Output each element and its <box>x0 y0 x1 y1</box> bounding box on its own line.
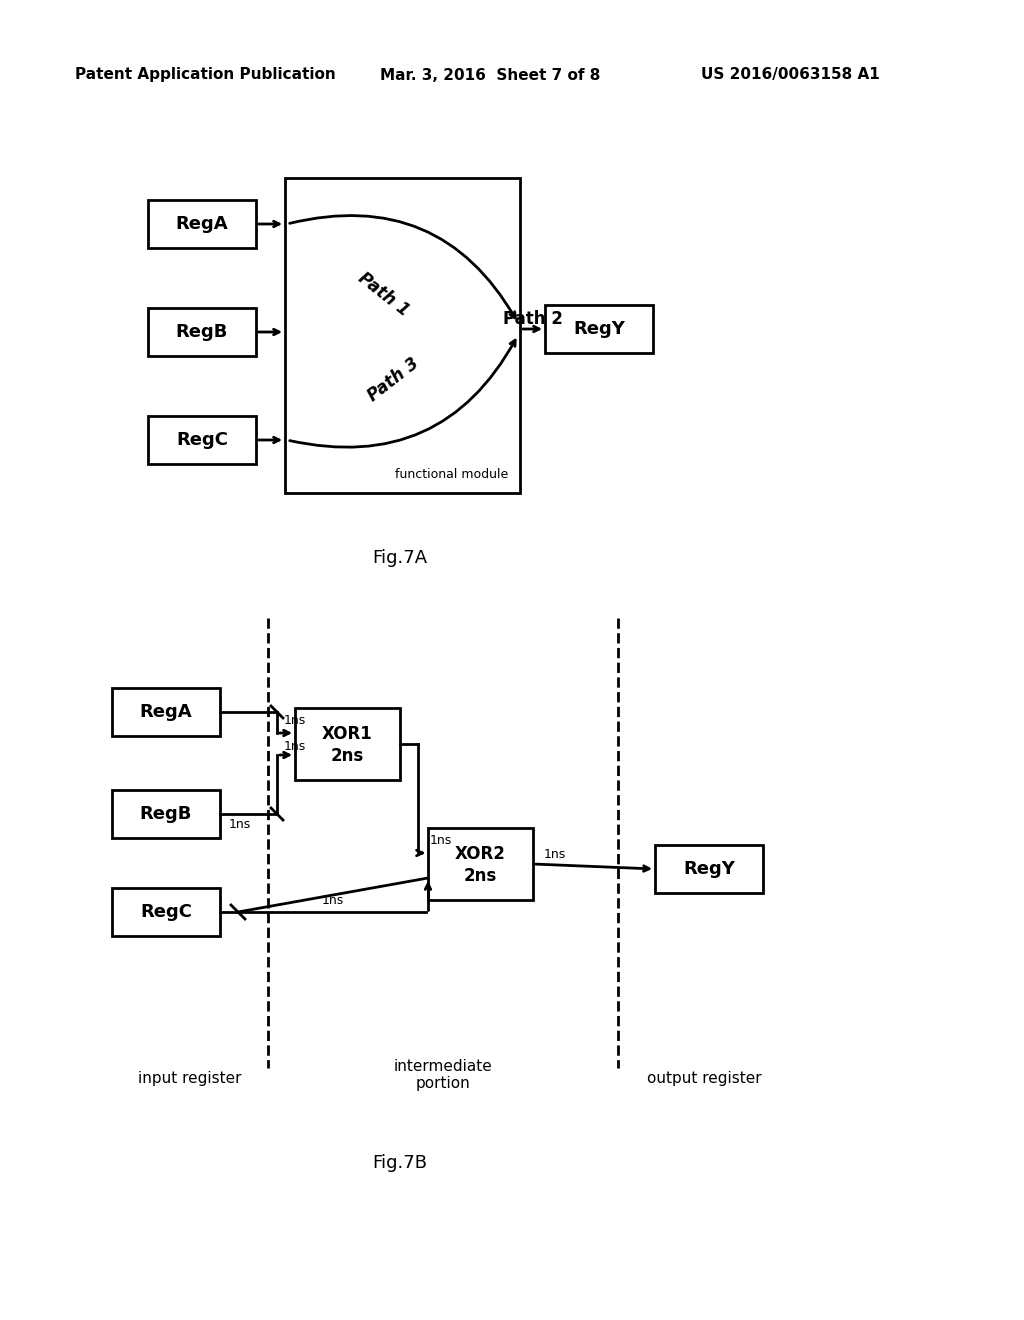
Text: RegB: RegB <box>176 323 228 341</box>
Text: Mar. 3, 2016  Sheet 7 of 8: Mar. 3, 2016 Sheet 7 of 8 <box>380 67 600 82</box>
Text: 2ns: 2ns <box>464 867 497 884</box>
Text: XOR1: XOR1 <box>323 725 373 743</box>
Text: RegA: RegA <box>176 215 228 234</box>
Text: 2ns: 2ns <box>331 747 365 766</box>
Text: input register: input register <box>138 1071 242 1085</box>
Bar <box>112 688 220 737</box>
Text: Path 2: Path 2 <box>503 310 562 327</box>
Bar <box>428 828 534 900</box>
Text: 1ns: 1ns <box>229 817 251 830</box>
Text: RegC: RegC <box>176 432 228 449</box>
Text: Patent Application Publication: Patent Application Publication <box>75 67 336 82</box>
Text: Path 3: Path 3 <box>365 355 422 405</box>
Bar <box>148 416 256 465</box>
Text: functional module: functional module <box>395 469 509 482</box>
Text: RegA: RegA <box>139 704 193 721</box>
Text: RegB: RegB <box>140 805 193 822</box>
Text: RegY: RegY <box>683 861 735 878</box>
Bar <box>285 178 520 492</box>
Bar <box>112 789 220 838</box>
Text: Fig.7A: Fig.7A <box>373 549 428 568</box>
Text: 1ns: 1ns <box>322 894 344 907</box>
Text: Fig.7B: Fig.7B <box>373 1154 427 1172</box>
Bar <box>148 201 256 248</box>
Text: 1ns: 1ns <box>430 834 453 847</box>
Text: output register: output register <box>647 1071 761 1085</box>
Text: 1ns: 1ns <box>284 714 306 727</box>
Bar <box>545 305 653 352</box>
Text: RegY: RegY <box>573 319 625 338</box>
Text: Path 1: Path 1 <box>354 268 413 319</box>
Bar <box>112 888 220 936</box>
Text: intermediate
portion: intermediate portion <box>393 1059 493 1092</box>
Bar <box>295 708 400 780</box>
Bar <box>655 845 763 894</box>
Text: US 2016/0063158 A1: US 2016/0063158 A1 <box>700 67 880 82</box>
Text: 1ns: 1ns <box>284 739 306 752</box>
Bar <box>148 308 256 356</box>
Text: XOR2: XOR2 <box>455 845 506 863</box>
Text: RegC: RegC <box>140 903 193 921</box>
Text: 1ns: 1ns <box>544 847 566 861</box>
